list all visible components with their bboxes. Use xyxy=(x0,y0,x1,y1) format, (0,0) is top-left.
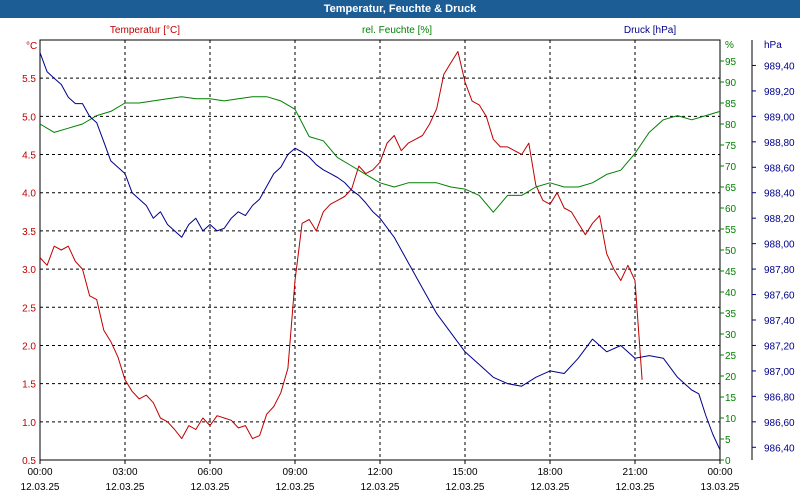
x-tick-time: 18:00 xyxy=(537,467,562,478)
hum-tick-label: 55 xyxy=(725,225,737,236)
hum-tick-label: 30 xyxy=(725,330,737,341)
press-tick-label: 989,00 xyxy=(764,112,795,123)
x-tick-time: 00:00 xyxy=(27,467,52,478)
chart-labels: Temperatur [°C] rel. Feuchte [%] Druck [hP… xyxy=(110,25,676,36)
press-tick-label: 987,00 xyxy=(764,367,795,378)
hum-tick-label: 85 xyxy=(725,99,737,110)
hum-tick-label: 60 xyxy=(725,204,737,215)
hum-tick-label: 40 xyxy=(725,288,737,299)
temp-tick-label: 3.0 xyxy=(22,265,36,276)
hum-tick-label: 20 xyxy=(725,372,737,383)
x-tick-time: 21:00 xyxy=(622,467,647,478)
hum-tick-label: 45 xyxy=(725,267,737,278)
hum-tick-label: 35 xyxy=(725,309,737,320)
temp-tick-label: 4.5 xyxy=(22,151,36,162)
press-tick-label: 986,60 xyxy=(764,418,795,429)
press-tick-label: 987,80 xyxy=(764,265,795,276)
x-tick-date: 12.03.25 xyxy=(276,482,315,493)
hum-tick-label: 90 xyxy=(725,78,737,89)
x-tick-date: 12.03.25 xyxy=(446,482,485,493)
temp-legend: Temperatur [°C] xyxy=(110,25,180,36)
time-axis-ticks: 00:00 12.03.25 03:00 12.03.25 06:00 12.03.25 0… xyxy=(21,460,740,493)
hum-tick-label: 0 xyxy=(725,456,731,467)
temp-axis-unit: °C xyxy=(26,41,37,52)
x-tick-date: 12.03.25 xyxy=(106,482,145,493)
press-tick-label: 986,80 xyxy=(764,392,795,403)
press-axis-unit: hPa xyxy=(764,40,782,51)
x-tick-time: 15:00 xyxy=(452,467,477,478)
chart-grid xyxy=(40,40,720,460)
x-tick-time: 00:00 xyxy=(707,467,732,478)
temp-tick-label: 1.5 xyxy=(22,380,36,391)
temp-line xyxy=(39,51,643,440)
temp-tick-label: 1.0 xyxy=(22,418,36,429)
x-tick-date: 12.03.25 xyxy=(191,482,230,493)
hum-legend: rel. Feuchte [%] xyxy=(362,25,432,36)
x-tick-time: 12:00 xyxy=(367,467,392,478)
pressure-line xyxy=(39,52,721,451)
hum-tick-label: 50 xyxy=(725,246,737,257)
x-tick-time: 09:00 xyxy=(282,467,307,478)
x-tick-date: 12.03.25 xyxy=(616,482,655,493)
press-tick-label: 988,00 xyxy=(764,240,795,251)
temp-axis-ticks: 0.5 1.0 1.5 2.0 2.5 3.0 3.5 4.0 4.5 5.0 5.5 °C xyxy=(22,41,37,467)
chart-series xyxy=(39,51,721,451)
humidity-axis-ticks: 0 5 10 15 20 25 30 35 40 45 50 55 60 65 70 75 80 85 90 95% xyxy=(720,40,737,467)
press-tick-label: 987,20 xyxy=(764,341,795,352)
press-tick-label: 988,40 xyxy=(764,189,795,200)
x-tick-time: 06:00 xyxy=(197,467,222,478)
press-tick-label: 987,40 xyxy=(764,316,795,327)
press-tick-label: 988,20 xyxy=(764,214,795,225)
press-tick-label: 989,40 xyxy=(764,61,795,72)
press-tick-label: 988,60 xyxy=(764,163,795,174)
hum-tick-label: 5 xyxy=(725,435,731,446)
hum-axis-unit: % xyxy=(725,40,734,51)
humidity-line xyxy=(39,96,721,213)
press-legend: Druck [hPa] xyxy=(624,25,676,36)
press-tick-label: 987,60 xyxy=(764,291,795,302)
window-title: Temperatur, Feuchte & Druck xyxy=(0,0,800,18)
temp-tick-label: 3.5 xyxy=(22,227,36,238)
press-tick-label: 986,40 xyxy=(764,443,795,454)
temp-tick-label: 0.5 xyxy=(22,456,36,467)
x-tick-time: 03:00 xyxy=(112,467,137,478)
temp-tick-label: 5.5 xyxy=(22,74,36,85)
x-tick-date: 13.03.25 xyxy=(701,482,740,493)
hum-tick-label: 65 xyxy=(725,183,737,194)
temp-tick-label: 2.0 xyxy=(22,341,36,352)
hum-tick-label: 95 xyxy=(725,57,737,68)
temp-tick-label: 4.0 xyxy=(22,189,36,200)
hum-tick-label: 15 xyxy=(725,393,737,404)
hum-tick-label: 25 xyxy=(725,351,737,362)
pressure-axis-ticks: 986,40 986,60 986,80 987,00 987,20 987,40 987,… xyxy=(752,40,795,454)
hum-tick-label: 70 xyxy=(725,162,737,173)
press-tick-label: 988,80 xyxy=(764,138,795,149)
x-tick-date: 12.03.25 xyxy=(21,482,60,493)
chart-axes xyxy=(39,39,753,461)
x-tick-date: 12.03.25 xyxy=(531,482,570,493)
press-tick-label: 989,20 xyxy=(764,87,795,98)
hum-tick-label: 80 xyxy=(725,120,737,131)
temp-tick-label: 2.5 xyxy=(22,303,36,314)
temp-tick-label: 5.0 xyxy=(22,112,36,123)
hum-tick-label: 75 xyxy=(725,141,737,152)
hum-tick-label: 10 xyxy=(725,414,737,425)
x-tick-date: 12.03.25 xyxy=(361,482,400,493)
